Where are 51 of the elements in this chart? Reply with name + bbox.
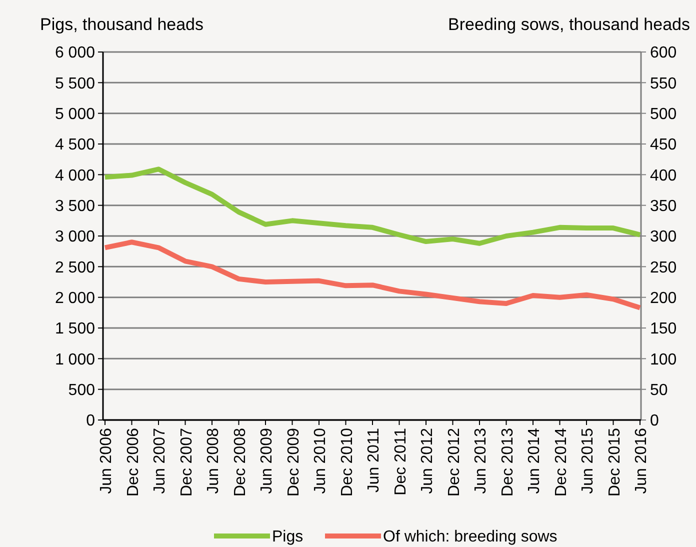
y2-tick-label: 550	[650, 75, 677, 92]
y2-tick-label: 450	[650, 136, 677, 154]
y-tick-label: 5 000	[54, 106, 96, 123]
y2-tick-label: 350	[650, 198, 677, 215]
x-tick-label: Dec 2014	[552, 428, 570, 496]
y2-tick-label: 500	[650, 106, 677, 123]
y-tick-label: 1 000	[54, 351, 96, 368]
y-tick-label: 3 500	[54, 198, 96, 215]
y2-tick-label: 0	[650, 412, 659, 430]
x-tick-label: Dec 2006	[124, 428, 142, 496]
x-tick-label: Dec 2011	[392, 428, 410, 496]
x-tick-label: Dec 2009	[285, 428, 302, 496]
x-tick-label: Jun 2010	[312, 428, 329, 494]
x-tick-label: Dec 2008	[232, 428, 249, 496]
y-tick-label: 4 500	[54, 136, 96, 154]
y-tick-label: 5 500	[54, 75, 96, 92]
y-tick-label: 3 000	[54, 228, 96, 246]
y2-tick-label: 150	[650, 320, 677, 338]
x-tick-label: Jun 2007	[152, 428, 168, 494]
legend-label: Of which: breeding sows	[383, 528, 558, 546]
y-tick-label: 2 000	[54, 290, 96, 307]
x-tick-label: Dec 2012	[446, 428, 463, 496]
y-tick-label: 0	[86, 412, 96, 430]
y-axis-title: Pigs, thousand heads	[40, 15, 204, 34]
y-tick-label: 500	[68, 382, 96, 399]
y2-tick-label: 400	[650, 167, 677, 184]
x-tick-label: Jun 2011	[366, 428, 382, 493]
y2-tick-label: 200	[650, 290, 677, 307]
x-tick-label: Jun 2008	[205, 428, 222, 494]
y2-tick-label: 600	[650, 44, 677, 62]
x-tick-label: Jun 2012	[419, 428, 436, 494]
x-tick-label: Jun 2013	[472, 428, 490, 494]
x-tick-label: Dec 2007	[178, 428, 196, 496]
y-tick-label: 4 000	[54, 167, 96, 184]
y-tick-label: 2 500	[54, 259, 96, 276]
y2-axis-title: Breeding sows, thousand heads	[448, 15, 690, 34]
x-tick-label: Jun 2016	[633, 428, 650, 494]
x-tick-label: Jun 2006	[98, 428, 115, 494]
y2-tick-label: 100	[650, 351, 677, 368]
y2-tick-label: 250	[650, 259, 677, 276]
y-tick-label: 6 000	[54, 44, 96, 62]
x-tick-label: Jun 2009	[258, 428, 276, 494]
x-tick-label: Jun 2015	[580, 428, 596, 494]
y2-tick-label: 300	[650, 228, 677, 246]
legend-label: Pigs	[272, 528, 304, 546]
y-tick-label: 1 500	[54, 320, 96, 338]
y2-tick-label: 50	[650, 382, 668, 399]
x-tick-label: Dec 2010	[338, 428, 356, 496]
x-tick-label: Jun 2014	[526, 428, 543, 494]
x-tick-label: Dec 2013	[499, 428, 516, 496]
x-tick-label: Dec 2015	[606, 428, 624, 496]
